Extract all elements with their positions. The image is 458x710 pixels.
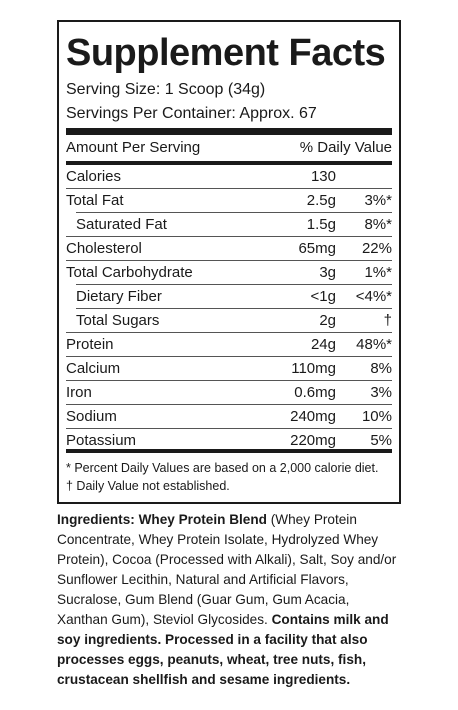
nutrient-name: Total Carbohydrate bbox=[66, 264, 193, 281]
row-divider bbox=[76, 212, 392, 213]
row-divider bbox=[66, 260, 392, 261]
nutrient-name: Iron bbox=[66, 384, 92, 401]
nutrient-daily-value: 3%* bbox=[364, 192, 392, 209]
supplement-facts-panel: Supplement Facts Serving Size: 1 Scoop (… bbox=[57, 20, 401, 504]
nutrient-row: Iron 0.6mg 3% bbox=[66, 381, 392, 405]
nutrient-name: Calories bbox=[66, 168, 122, 185]
nutrient-daily-value: 5% bbox=[370, 432, 392, 449]
nutrient-daily-value: 1%* bbox=[364, 264, 392, 281]
nutrient-amount: 110mg bbox=[291, 360, 336, 377]
nutrient-row: Cholesterol 65mg 22% bbox=[66, 237, 392, 261]
nutrient-amount: 240mg bbox=[290, 408, 336, 425]
nutrient-name: Dietary Fiber bbox=[76, 288, 162, 305]
dagger-footnote: † Daily Value not established. bbox=[66, 479, 230, 493]
nutrient-row: Total Fat 2.5g 3%* bbox=[66, 189, 392, 213]
nutrient-amount: 2.5g bbox=[306, 192, 336, 209]
nutrient-daily-value: 8%* bbox=[364, 216, 392, 233]
nutrient-name: Sodium bbox=[66, 408, 117, 425]
nutrient-daily-value: 10% bbox=[361, 408, 392, 425]
amount-per-serving-header: Amount Per Serving bbox=[66, 139, 201, 156]
blend-name: Whey Protein Blend bbox=[138, 512, 267, 527]
row-divider bbox=[66, 356, 392, 357]
nutrient-name: Total Fat bbox=[66, 192, 124, 209]
nutrient-name: Total Sugars bbox=[76, 312, 160, 329]
nutrient-amount: 2g bbox=[319, 312, 336, 329]
nutrient-row: Potassium 220mg 5% bbox=[66, 429, 392, 453]
nutrient-name: Potassium bbox=[66, 432, 137, 449]
row-divider bbox=[66, 332, 392, 333]
nutrient-row: Total Sugars 2g † bbox=[66, 309, 392, 333]
nutrient-amount: 65mg bbox=[298, 240, 336, 257]
panel-content: Supplement Facts Serving Size: 1 Scoop (… bbox=[66, 22, 392, 502]
nutrient-amount: <1g bbox=[310, 288, 336, 305]
nutrient-row: Calcium 110mg 8% bbox=[66, 357, 392, 381]
header-divider bbox=[66, 161, 392, 165]
row-divider bbox=[76, 284, 392, 285]
servings-per-container: Servings Per Container: Approx. 67 bbox=[66, 105, 317, 122]
nutrient-amount: 24g bbox=[310, 336, 336, 353]
nutrient-row: Dietary Fiber <1g <4%* bbox=[66, 285, 392, 309]
row-divider bbox=[66, 188, 392, 189]
nutrient-amount: 3g bbox=[319, 264, 336, 281]
row-divider bbox=[66, 236, 392, 237]
ingredients-text: (Whey Protein Concentrate, Whey Protein … bbox=[57, 512, 397, 627]
nutrient-row: Total Carbohydrate 3g 1%* bbox=[66, 261, 392, 285]
nutrient-amount: 130 bbox=[310, 168, 336, 185]
thick-divider bbox=[66, 128, 392, 135]
panel-title: Supplement Facts bbox=[66, 32, 386, 74]
nutrient-amount: 1.5g bbox=[306, 216, 336, 233]
nutrient-daily-value: 8% bbox=[370, 360, 392, 377]
nutrient-row: Calories 130 bbox=[66, 165, 392, 189]
nutrient-amount: 220mg bbox=[290, 432, 336, 449]
nutrient-daily-value: <4%* bbox=[355, 288, 392, 305]
nutrient-row: Protein 24g 48%* bbox=[66, 333, 392, 357]
daily-value-header: % Daily Value bbox=[299, 139, 392, 156]
nutrient-daily-value: 22% bbox=[361, 240, 392, 257]
allergen-statement: Contains milk and soy ingredients. Proce… bbox=[57, 612, 389, 687]
row-divider bbox=[66, 404, 392, 405]
nutrient-name: Cholesterol bbox=[66, 240, 142, 257]
nutrient-name: Saturated Fat bbox=[76, 216, 167, 233]
nutrient-daily-value: 48%* bbox=[356, 336, 392, 353]
row-divider bbox=[66, 380, 392, 381]
percent-dv-footnote: * Percent Daily Values are based on a 2,… bbox=[66, 461, 379, 475]
nutrient-amount: 0.6mg bbox=[294, 384, 336, 401]
ingredients-statement: Ingredients: Whey Protein Blend (Whey Pr… bbox=[57, 510, 402, 690]
nutrient-name: Protein bbox=[66, 336, 114, 353]
serving-size: Serving Size: 1 Scoop (34g) bbox=[66, 81, 266, 98]
nutrient-row: Sodium 240mg 10% bbox=[66, 405, 392, 429]
nutrient-daily-value: 3% bbox=[370, 384, 392, 401]
nutrient-name: Calcium bbox=[66, 360, 121, 377]
nutrient-row: Saturated Fat 1.5g 8%* bbox=[66, 213, 392, 237]
footer-divider bbox=[66, 449, 392, 453]
row-divider bbox=[76, 308, 392, 309]
row-divider bbox=[66, 428, 392, 429]
ingredients-label: Ingredients: bbox=[57, 512, 135, 527]
nutrient-daily-value: † bbox=[383, 312, 392, 329]
